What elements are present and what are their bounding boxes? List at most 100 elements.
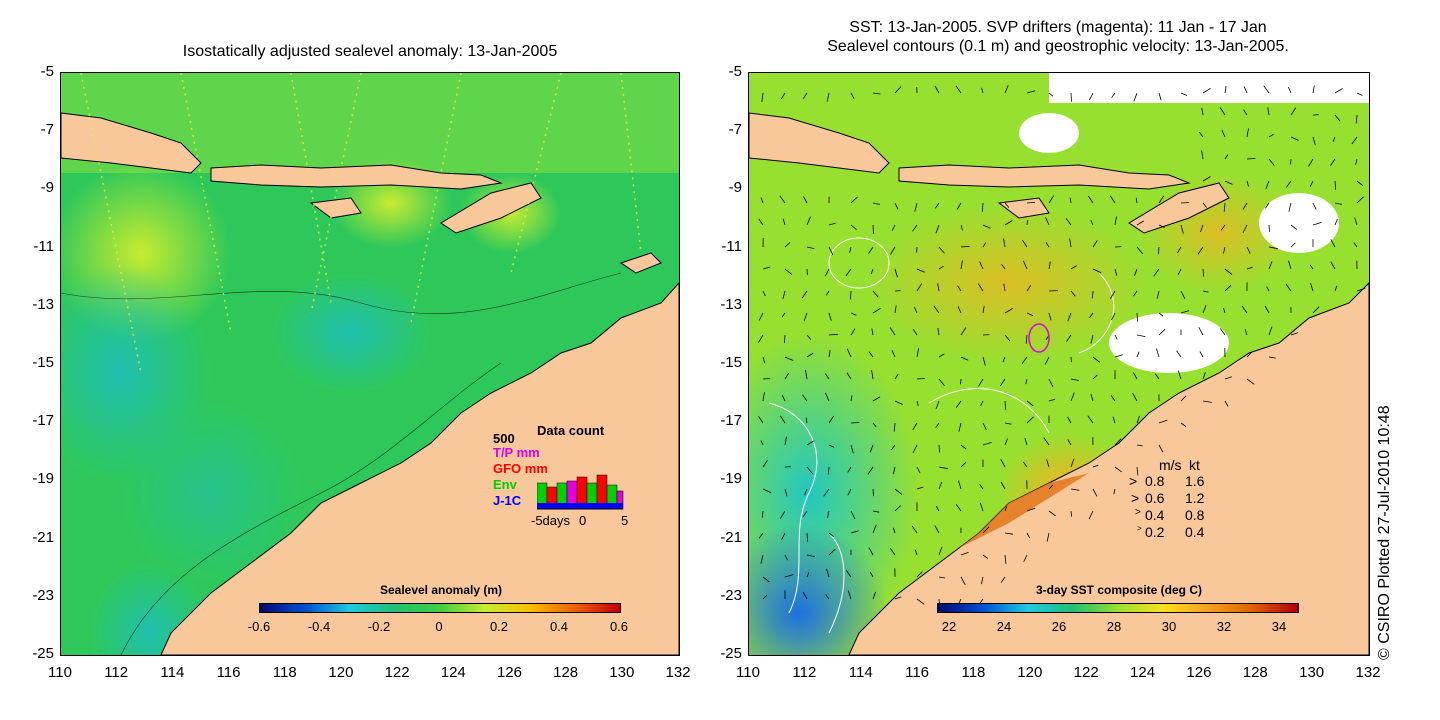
- velocity-arrow-216: [1111, 312, 1116, 321]
- velocity-arrow-283: [938, 378, 945, 386]
- velocity-arrow-377: [762, 488, 772, 494]
- vel-legend-kt-1: 1.6: [1185, 473, 1205, 489]
- velocity-arrow-185: [1048, 290, 1059, 292]
- velocity-arrow-440: [826, 568, 830, 578]
- velocity-arrow-275: [762, 378, 771, 380]
- velocity-arrow-151: [916, 268, 925, 273]
- velocity-arrow-259: [938, 353, 945, 358]
- velocity-arrow-198: [1334, 285, 1338, 292]
- velocity-arrow-359: [762, 459, 768, 468]
- velocity-arrow-386: [958, 480, 962, 490]
- velocity-arrow-25: [1312, 85, 1315, 94]
- right-x-tick-0: 110: [736, 664, 760, 681]
- velocity-arrow-341: [784, 436, 787, 446]
- velocity-arrow-157: [1048, 261, 1051, 270]
- velocity-arrow-317: [1180, 395, 1187, 402]
- velocity-arrow-300: [802, 394, 808, 402]
- right-x-tick-2: 114: [848, 664, 873, 681]
- velocity-arrow-455: [894, 596, 902, 600]
- velocity-arrow-24: [1287, 86, 1292, 94]
- velocity-arrow-325: [872, 422, 877, 428]
- vel-legend-ms-1: 0.8: [1145, 473, 1165, 489]
- velocity-arrow-129: [1045, 241, 1050, 248]
- velocity-arrow-38: [1246, 128, 1249, 138]
- velocity-arrow-451: [802, 591, 808, 600]
- velocity-arrow-211: [1004, 308, 1013, 314]
- velocity-arrow-387: [979, 483, 984, 490]
- velocity-arrow-384: [916, 486, 924, 490]
- right-x-tick-4: 118: [961, 664, 986, 681]
- velocity-arrow-160: [1114, 268, 1118, 276]
- velocity-arrow-222: [1241, 305, 1248, 314]
- velocity-arrow-408: [1070, 510, 1072, 517]
- velocity-arrow-121: [868, 246, 874, 254]
- velocity-arrow-363: [847, 466, 852, 473]
- left-x-tick-1: 112: [104, 664, 129, 681]
- velocity-arrow-235: [960, 327, 967, 336]
- velocity-arrow-380: [823, 488, 830, 497]
- left-colorbar-label-2: -0.2: [367, 619, 391, 634]
- velocity-arrow-390: [1048, 484, 1053, 490]
- velocity-arrow-416: [893, 527, 896, 534]
- velocity-arrow-398: [850, 510, 856, 520]
- velocity-arrow-107: [1180, 224, 1184, 234]
- left-x-tick-10: 130: [609, 664, 635, 681]
- velocity-arrow-152: [938, 265, 944, 270]
- velocity-arrow-268: [1136, 351, 1140, 358]
- velocity-arrow-49: [1308, 158, 1314, 167]
- velocity-arrow-138: [1246, 246, 1251, 254]
- velocity-arrow-426: [806, 554, 816, 557]
- velocity-arrow-315: [1132, 393, 1138, 402]
- velocity-arrow-342: [806, 440, 815, 446]
- velocity-arrow-94: [891, 224, 896, 231]
- velocity-arrow-154: [979, 261, 984, 270]
- velocity-arrow-65: [872, 202, 881, 205]
- inset-axis-mid: 0: [579, 513, 587, 528]
- velocity-arrow-349: [960, 444, 967, 450]
- velocity-arrow-44: [1201, 150, 1204, 160]
- vel-legend-ms-4: 0.2: [1145, 524, 1165, 540]
- velocity-arrow-173: [782, 290, 786, 300]
- velocity-arrow-256: [868, 351, 874, 358]
- velocity-arrow-12: [1026, 90, 1036, 94]
- velocity-arrow-74: [1069, 197, 1072, 204]
- velocity-arrow-168: [1288, 260, 1292, 270]
- drifter-track: [1028, 323, 1050, 353]
- velocity-arrow-449: [762, 595, 768, 600]
- velocity-arrow-84: [1288, 202, 1292, 212]
- left-colorbar-label-0: -0.6: [247, 619, 271, 634]
- left-x-tick-7: 124: [440, 664, 466, 681]
- velocity-arrow-441: [845, 570, 852, 578]
- left-y-tick-7: -19: [32, 470, 54, 488]
- velocity-arrow-379: [804, 488, 808, 496]
- velocity-arrow-210: [982, 306, 985, 314]
- velocity-arrow-252: [784, 356, 794, 361]
- inset-series-gfo: GFO mm: [493, 461, 548, 476]
- velocity-arrow-71: [1004, 202, 1010, 208]
- velocity-arrow-267: [1114, 354, 1123, 358]
- velocity-arrow-5: [872, 92, 881, 95]
- velocity-arrow-366: [916, 466, 921, 474]
- velocity-arrow-196: [1285, 283, 1292, 292]
- velocity-arrow-313: [1090, 393, 1094, 402]
- velocity-arrow-51: [1355, 158, 1358, 165]
- left-x-tick-8: 126: [496, 664, 522, 681]
- velocity-arrow-339: [1180, 422, 1187, 427]
- right-map: m/s kt > 0.8 1.6 > 0.6 1.2 > 0.4 0.8 > 0…: [748, 72, 1370, 656]
- velocity-arrow-149: [870, 268, 874, 275]
- velocity-arrow-36: [1199, 131, 1204, 138]
- velocity-arrow-311: [1048, 398, 1056, 402]
- right-y-tick-1: -7: [728, 121, 742, 139]
- velocity-arrow-326: [893, 422, 896, 432]
- velocity-arrow-373: [1070, 458, 1075, 468]
- velocity-arrow-113: [1312, 222, 1322, 226]
- vel-legend-kt-2: 1.2: [1185, 490, 1205, 506]
- velocity-arrow-175: [826, 290, 830, 296]
- velocity-arrow-40: [1290, 136, 1299, 141]
- velocity-arrow-128: [1022, 239, 1028, 248]
- velocity-arrow-115: [1354, 217, 1358, 226]
- velocity-arrow-393: [1113, 488, 1116, 495]
- velocity-arrow-184: [1026, 285, 1032, 292]
- velocity-arrow-88: [758, 218, 764, 226]
- velocity-arrow-148: [845, 268, 852, 277]
